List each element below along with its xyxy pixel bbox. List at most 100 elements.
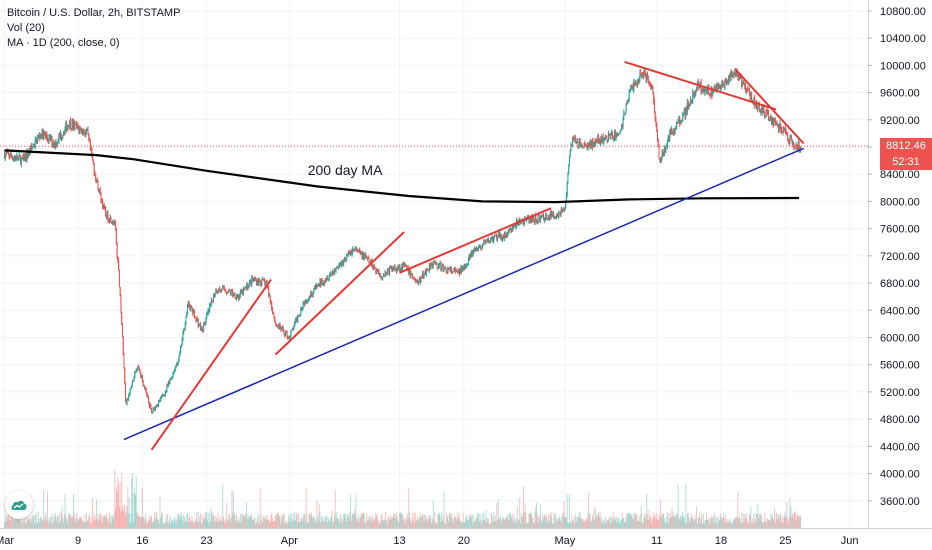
ma-indicator-label[interactable]: MA · 1D (200, close, 0) (7, 37, 120, 49)
candle-body (643, 71, 645, 75)
candle-body (284, 333, 286, 336)
candle-body (337, 267, 339, 269)
time-axis[interactable]: Mar91623Apr1320May111825Jun (0, 535, 859, 547)
volume-bar (439, 515, 441, 528)
volume-bar (665, 522, 667, 528)
volume-bar (279, 515, 281, 528)
volume-bar (529, 513, 531, 528)
volume-bar (398, 522, 400, 528)
volume-bar (44, 516, 46, 528)
candle-body (118, 270, 120, 288)
candle-body (319, 280, 321, 286)
candle-body (328, 276, 330, 280)
candle-body (320, 280, 322, 286)
volume-bar (100, 518, 102, 528)
candle-body (92, 156, 94, 160)
volume-bar (69, 513, 71, 528)
candle-body (396, 268, 398, 272)
candle-body (366, 256, 368, 258)
volume-bar (525, 512, 527, 528)
volume-bar (661, 514, 663, 528)
candle-body (676, 122, 678, 124)
candle-body (13, 158, 15, 160)
candle-body (310, 292, 312, 298)
candle-body (455, 269, 457, 272)
volume-bar (285, 520, 287, 528)
price-axis[interactable]: 10800.0010400.0010000.009600.009200.0088… (868, 6, 926, 508)
candle-body (76, 124, 78, 127)
candle-body (552, 212, 554, 214)
price-tick-label: 6400.00 (880, 305, 920, 317)
time-tick-label: 13 (393, 535, 405, 547)
candle-body (268, 295, 270, 297)
candle-body (499, 233, 501, 239)
volume-bar (87, 521, 89, 528)
candle-body (143, 385, 145, 387)
volume-bar (637, 521, 639, 528)
volume-bar (74, 518, 76, 528)
candle-body (586, 145, 588, 150)
volume-bar (800, 515, 802, 528)
candle-body (91, 148, 93, 157)
volume-bar (255, 522, 257, 528)
candle-body (326, 277, 328, 281)
volume-bar (616, 523, 618, 528)
candle-body (409, 269, 411, 277)
volume-bar (330, 515, 332, 528)
candle-body (671, 129, 673, 133)
volume-bar (506, 517, 508, 528)
volume-bar (373, 519, 375, 528)
candle-body (134, 372, 136, 378)
volume-bar (262, 522, 264, 528)
candle-body (197, 320, 199, 326)
candle-body (732, 73, 734, 78)
volume-bar (124, 504, 126, 528)
volume-bar (668, 513, 670, 528)
candle-body (130, 388, 132, 390)
candle-body (195, 317, 197, 322)
volume-bar (30, 518, 32, 528)
volume-bar (602, 521, 604, 528)
tradingview-logo-icon[interactable] (5, 491, 33, 519)
volume-bar (491, 515, 493, 528)
candle-body (588, 145, 590, 148)
candle-body (181, 339, 183, 346)
volume-bar (415, 519, 417, 528)
candle-body (385, 271, 387, 274)
candle-body (576, 141, 578, 143)
candle-body (300, 308, 302, 314)
candle-body (82, 129, 84, 134)
volume-bar (363, 513, 365, 528)
candle-body (123, 354, 125, 369)
volume-bar (526, 523, 528, 528)
volume-bar (134, 495, 136, 528)
volume-bar (60, 512, 62, 528)
volume-bar (20, 515, 22, 528)
candle-body (660, 159, 662, 162)
volume-bar (383, 520, 385, 528)
candle-body (740, 75, 742, 79)
symbol-title[interactable]: Bitcoin / U.S. Dollar, 2h, BITSTAMP (7, 7, 181, 19)
volume-bar (235, 520, 237, 528)
candle-body (376, 269, 378, 274)
price-tick-label: 3600.00 (880, 496, 920, 508)
candle-body (343, 259, 345, 265)
candle-body (704, 89, 706, 94)
volume-bar (286, 523, 288, 528)
volume-bar (653, 516, 655, 528)
volume-bar (422, 514, 424, 528)
candle-body (31, 147, 33, 149)
candle-body (601, 136, 603, 143)
candle-body (612, 136, 614, 140)
candle-body (696, 83, 698, 91)
candle-body (274, 318, 276, 322)
volume-bar (104, 515, 106, 528)
candle-body (314, 287, 316, 289)
volume-bar (410, 517, 412, 528)
volume-bar (486, 522, 488, 528)
volume-bar (324, 521, 326, 528)
candle-body (41, 129, 43, 138)
volume-indicator-label[interactable]: Vol (20) (7, 22, 45, 34)
volume-bar (449, 513, 451, 528)
